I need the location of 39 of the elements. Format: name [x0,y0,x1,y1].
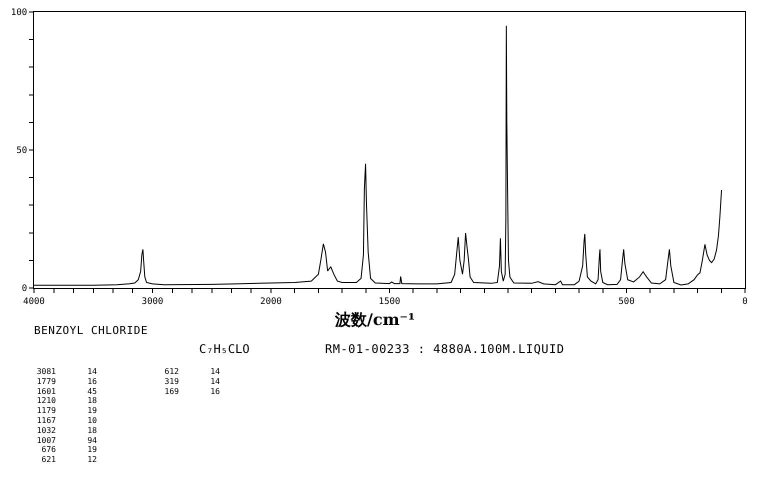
text: 1007 [36,436,56,445]
y-tick-label: 0 [22,284,28,294]
text: 1601 [36,386,56,396]
y-tick-label: 100 [10,8,28,18]
text: 12 [86,455,97,464]
text: RM-01-00233 : 4880A.100M.LIQUID [325,342,564,356]
y-tick-label: 50 [16,146,28,156]
text: 19 [86,406,97,416]
x-tick-label: 1500 [378,296,400,307]
text: 169 [164,386,179,396]
text: 14 [209,376,220,386]
text: 621 [40,455,56,464]
text: C₇H₅CLO [199,342,250,356]
text: 612 [164,367,179,376]
x-tick-label: 0 [742,296,748,307]
text: 1779 [36,376,56,386]
x-tick-label: 4000 [23,296,45,307]
text: 319 [164,376,179,386]
text: 14 [209,367,220,376]
text: 1167 [36,416,56,425]
text: 94 [86,436,97,445]
x-tick-label: 3000 [142,296,164,307]
text: 19 [86,445,97,454]
text: 45 [86,386,97,396]
text: 676 [40,445,56,454]
text: 18 [86,396,97,406]
text: 16 [86,376,97,386]
text: 1179 [36,406,56,416]
x-axis-title: 波数/cm⁻¹ [335,310,415,331]
text: 1032 [36,426,56,435]
text: 16 [209,386,220,396]
x-tick-label: 500 [618,296,635,307]
text: 3081 [36,367,56,376]
x-tick-label: 2000 [260,296,282,307]
text: 1210 [36,396,56,406]
text: 14 [86,367,97,376]
text: BENZOYL CHLORIDE [34,324,148,337]
text: 18 [86,426,97,435]
text: 10 [86,416,97,425]
